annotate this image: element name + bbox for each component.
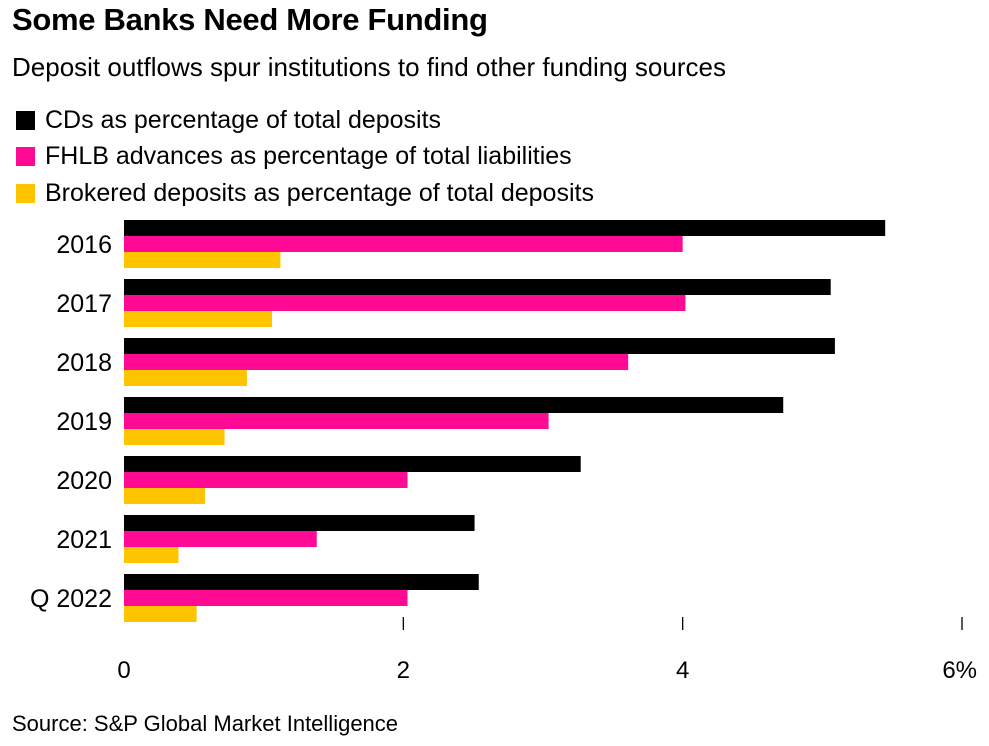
legend-label-cds: CDs as percentage of total deposits bbox=[45, 105, 442, 134]
chart-subtitle: Deposit outflows spur institutions to fi… bbox=[12, 52, 726, 82]
bar-cds-2021 bbox=[124, 515, 475, 531]
chart-title: Some Banks Need More Funding bbox=[12, 2, 488, 37]
legend-item-fhlb: FHLB advances as percentage of total lia… bbox=[16, 139, 594, 176]
bar-brokered-q-2022 bbox=[124, 606, 197, 622]
bar-fhlb-2018 bbox=[124, 354, 629, 370]
bar-cds-2016 bbox=[124, 220, 886, 236]
bar-cds-2018 bbox=[124, 338, 835, 354]
legend-swatch-cds bbox=[16, 110, 35, 130]
category-label-2017: 2017 bbox=[56, 290, 112, 318]
legend-swatch-fhlb bbox=[16, 147, 35, 167]
category-label-2021: 2021 bbox=[56, 526, 112, 554]
x-tick-label-2: 2 bbox=[397, 657, 410, 684]
category-label-2018: 2018 bbox=[56, 349, 112, 377]
legend-swatch-brokered bbox=[16, 183, 35, 203]
x-tick-label-0: 0 bbox=[117, 657, 130, 684]
category-label-2019: 2019 bbox=[56, 408, 112, 436]
bar-fhlb-q-2022 bbox=[124, 590, 408, 606]
bar-cds-2020 bbox=[124, 456, 581, 472]
bar-brokered-2020 bbox=[124, 488, 206, 504]
source-note: Source: S&P Global Market Intelligence bbox=[12, 711, 399, 736]
legend-item-brokered: Brokered deposits as percentage of total… bbox=[16, 175, 594, 212]
bar-fhlb-2019 bbox=[124, 413, 549, 429]
legend-label-fhlb: FHLB advances as percentage of total lia… bbox=[45, 142, 572, 171]
bar-brokered-2018 bbox=[124, 370, 247, 386]
x-tick-label-4: 4 bbox=[676, 657, 689, 684]
bar-fhlb-2021 bbox=[124, 531, 317, 547]
category-label-q-2022: Q 2022 bbox=[30, 585, 112, 613]
legend-item-cds: CDs as percentage of total deposits bbox=[16, 102, 594, 139]
bar-brokered-2017 bbox=[124, 311, 273, 327]
x-tick-label-6: 6% bbox=[942, 657, 977, 684]
bar-fhlb-2016 bbox=[124, 236, 683, 252]
bar-fhlb-2017 bbox=[124, 295, 686, 311]
legend: CDs as percentage of total deposits FHLB… bbox=[16, 102, 594, 212]
bar-brokered-2016 bbox=[124, 252, 281, 268]
category-label-2016: 2016 bbox=[56, 231, 112, 259]
bar-cds-2019 bbox=[124, 397, 784, 413]
category-label-2020: 2020 bbox=[56, 467, 112, 495]
bar-cds-2017 bbox=[124, 279, 831, 295]
bar-brokered-2021 bbox=[124, 547, 179, 563]
bar-cds-q-2022 bbox=[124, 574, 479, 590]
bar-brokered-2019 bbox=[124, 429, 225, 445]
legend-label-brokered: Brokered deposits as percentage of total… bbox=[45, 178, 594, 207]
bar-fhlb-2020 bbox=[124, 472, 408, 488]
